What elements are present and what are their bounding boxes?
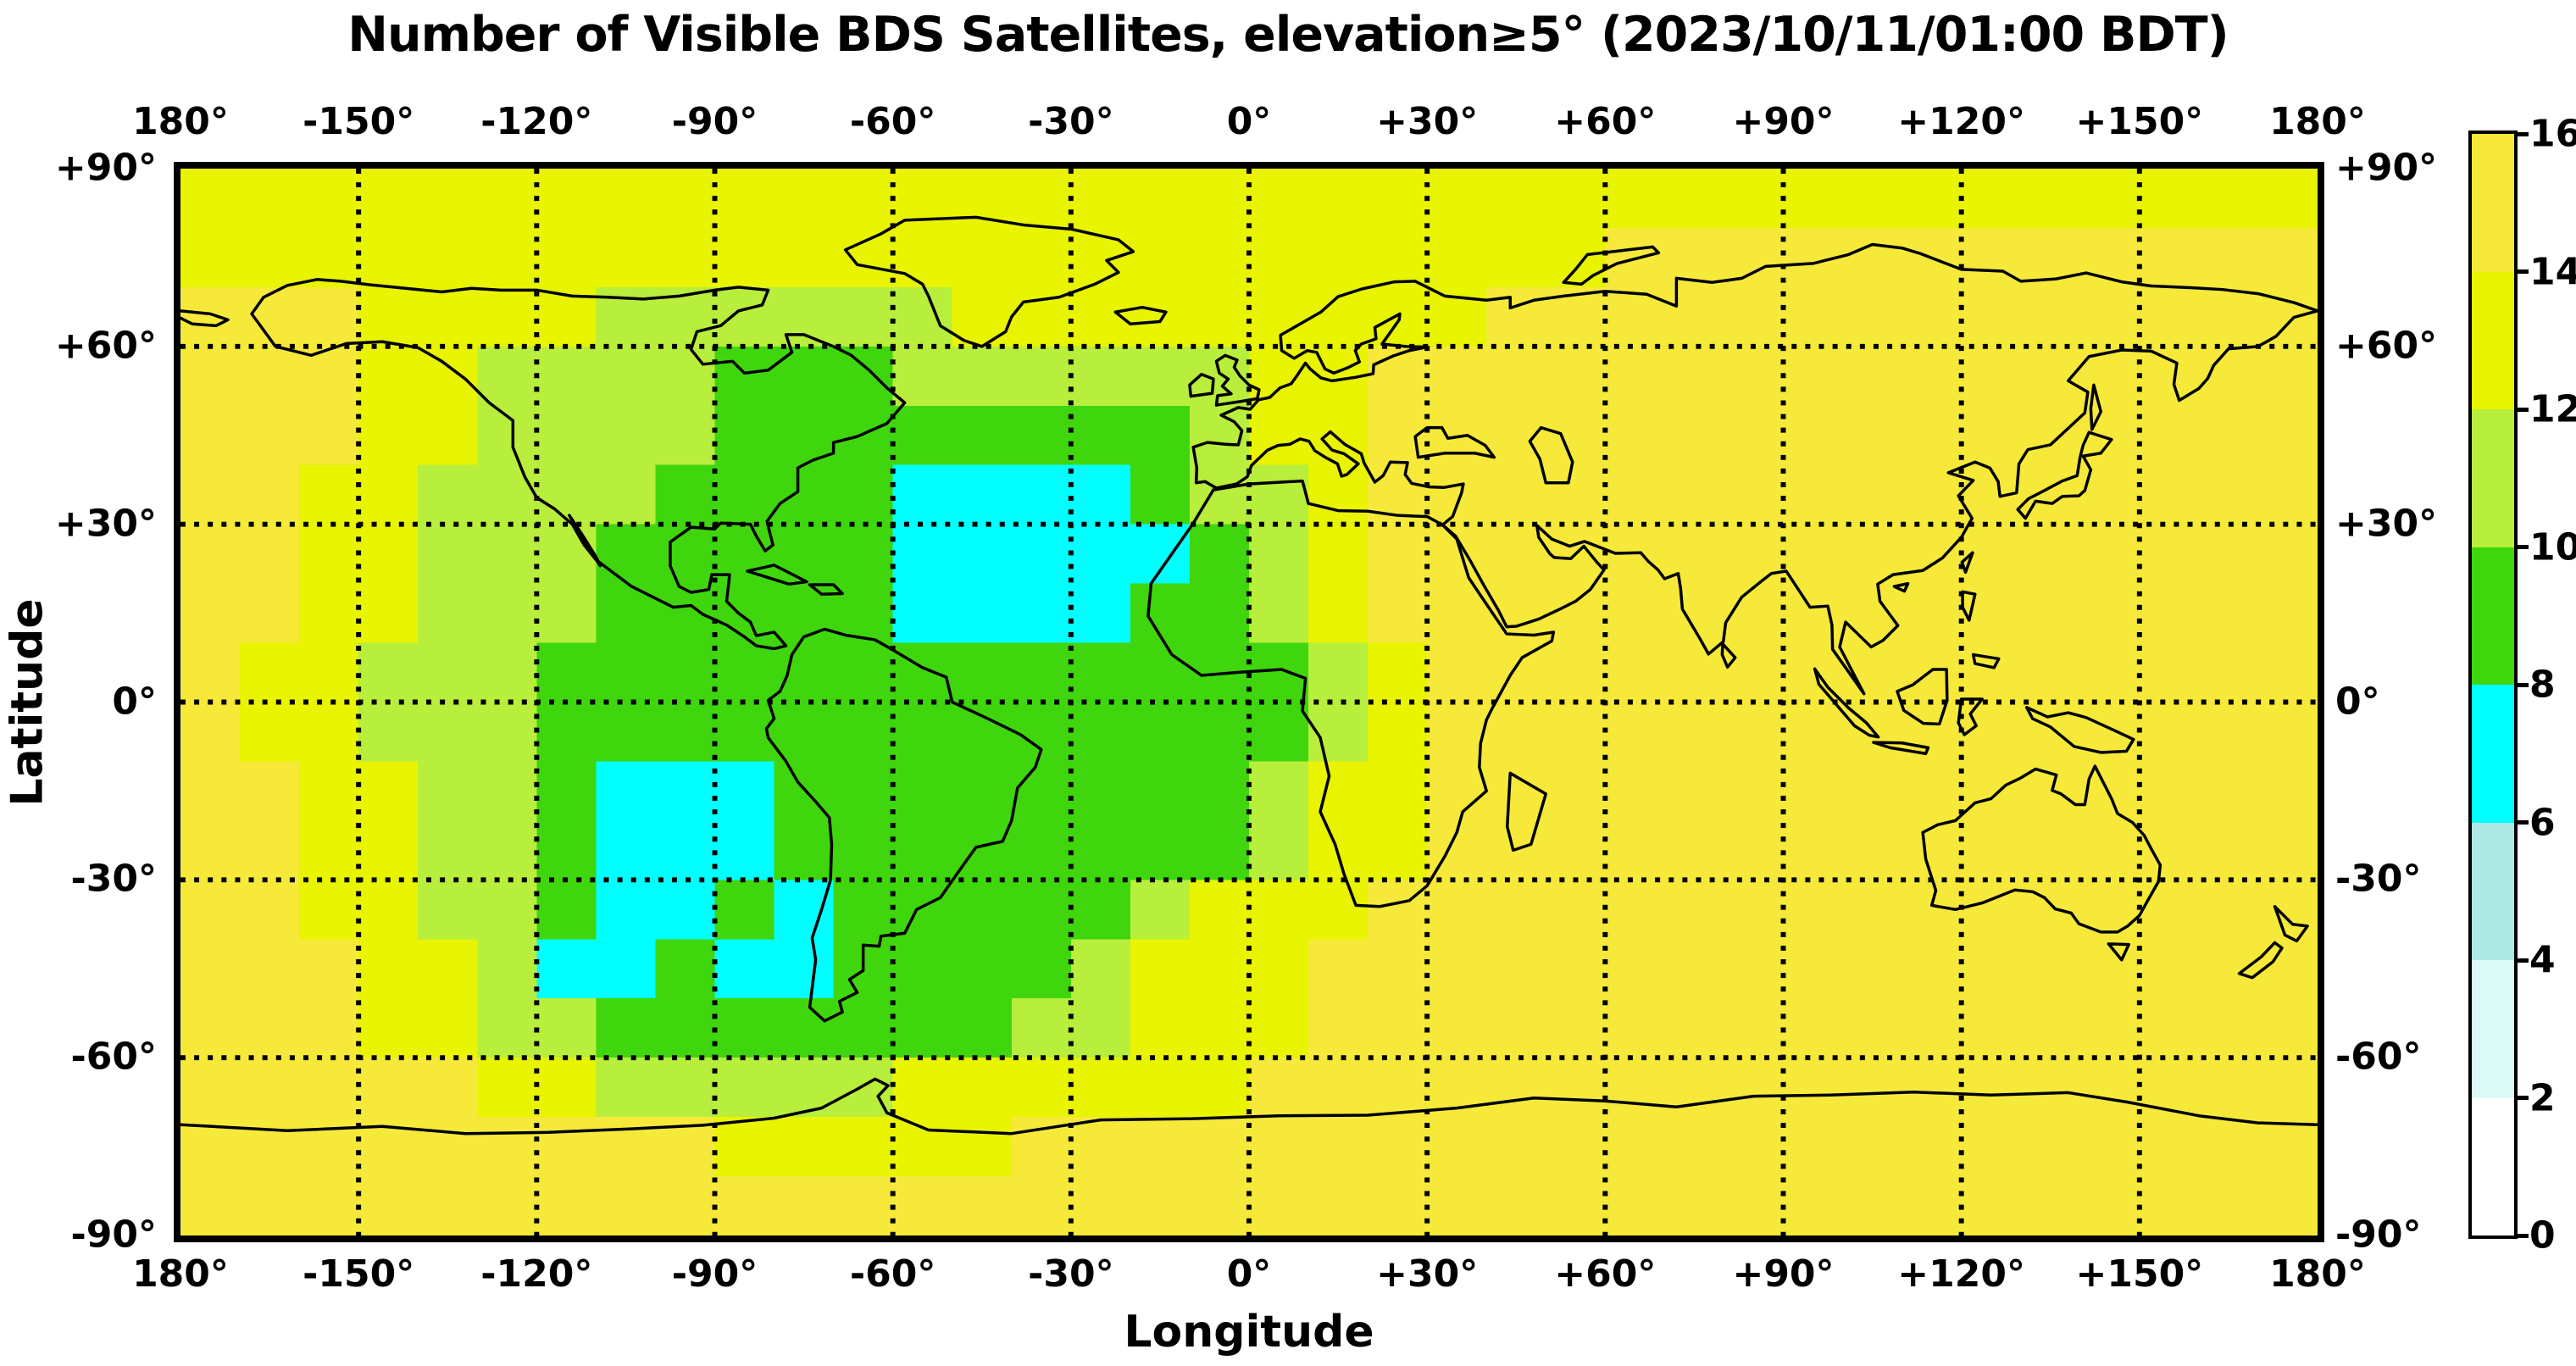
colorbar-tick-label: 14 [2529, 250, 2576, 293]
colorbar-tick-label: 12 [2529, 387, 2576, 431]
x-axis-title: Longitude [1124, 1307, 1374, 1358]
lon-tick-label: +120° [1897, 1252, 2026, 1296]
colorbar-segment-2-4 [2472, 960, 2514, 1098]
lon-tick-label: +60° [1554, 100, 1657, 143]
colorbar-tick-mark [2518, 131, 2529, 136]
lon-tick-label: +30° [1376, 1252, 1479, 1296]
lon-tick-label: 180° [132, 1252, 229, 1296]
lat-tick-label: +90° [54, 146, 157, 190]
lon-tick-label: +150° [2075, 100, 2204, 143]
lat-tick-label: -30° [2335, 857, 2422, 901]
colorbar-tick-label: 0 [2529, 1213, 2556, 1258]
lat-tick-label: +60° [54, 324, 157, 368]
colorbar-segment-12-14 [2472, 271, 2514, 409]
colorbar-tick-mark [2518, 682, 2529, 687]
lon-tick-label: +120° [1897, 100, 2026, 143]
colorbar-tick-label: 16 [2529, 112, 2576, 156]
lat-tick-label: -90° [70, 1213, 158, 1257]
lat-tick-label: +60° [2335, 324, 2438, 368]
colorbar-tick-label: 4 [2529, 938, 2556, 982]
lat-tick-label: 0° [112, 679, 157, 723]
lat-tick-label: +90° [2335, 146, 2438, 190]
coastlines [180, 215, 2318, 1136]
lon-tick-label: 0° [1226, 100, 1272, 143]
colorbar-segment-6-8 [2472, 685, 2514, 823]
colorbar-tick-mark [2518, 545, 2529, 549]
lon-tick-label: -120° [480, 100, 593, 143]
lon-tick-label: -150° [303, 100, 415, 143]
lon-tick-label: +150° [2075, 1252, 2204, 1296]
colorbar-tick-label: 8 [2529, 663, 2556, 707]
colorbar-tick-mark [2518, 407, 2529, 412]
colorbar-tick-label: 2 [2529, 1076, 2556, 1119]
lat-tick-label: -90° [2335, 1213, 2422, 1257]
colorbar [2468, 130, 2518, 1239]
lon-tick-label: -120° [480, 1252, 593, 1296]
colorbar-tick-mark [2518, 1233, 2529, 1238]
lon-tick-label: 180° [132, 100, 229, 143]
colorbar-segment-4-6 [2472, 822, 2514, 960]
page-title: Number of Visible BDS Satellites, elevat… [347, 7, 2229, 63]
world-heatmap-plot [174, 162, 2324, 1242]
lat-tick-label: -60° [2335, 1035, 2422, 1079]
lon-tick-label: -90° [671, 100, 758, 143]
colorbar-tick-mark [2518, 269, 2529, 274]
lon-tick-label: +90° [1732, 100, 1835, 143]
lon-tick-label: -150° [303, 1252, 415, 1296]
colorbar-segment-8-10 [2472, 547, 2514, 685]
colorbar-segment-0-2 [2472, 1097, 2514, 1236]
lat-tick-label: +30° [2335, 502, 2438, 546]
colorbar-tick-mark [2518, 1096, 2529, 1100]
latitude-axis-left: +90° +60° +30° 0° -30° -60° -90° [0, 146, 165, 1256]
lon-tick-label: -90° [671, 1252, 758, 1296]
lon-tick-label: -30° [1028, 1252, 1114, 1296]
colorbar-tick-label: 6 [2529, 801, 2556, 844]
lon-tick-label: -30° [1028, 100, 1114, 143]
lon-tick-label: 180° [2269, 1252, 2366, 1296]
lat-tick-label: +30° [54, 502, 157, 546]
latitude-axis-right: +90° +60° +30° 0° -30° -60° -90° [2330, 146, 2466, 1256]
lon-tick-label: 0° [1226, 1252, 1272, 1296]
lon-tick-label: +30° [1376, 100, 1479, 143]
y-axis-title: Latitude [3, 597, 53, 807]
colorbar-tick-mark [2518, 820, 2529, 825]
colorbar-tick-mark [2518, 958, 2529, 963]
lat-tick-label: -30° [70, 857, 158, 901]
colorbar-segment-10-12 [2472, 409, 2514, 547]
colorbar-segment-14-16 [2472, 134, 2514, 272]
longitude-axis-bottom: 180° -150° -120° -90° -60° -30° 0° +30° +60° +90°… [132, 1252, 2366, 1303]
lat-tick-label: 0° [2335, 679, 2380, 723]
lon-tick-label: -60° [849, 1252, 936, 1296]
longitude-axis-top: 180° -150° -120° -90° -60° -30° 0° +30° +60° +90°… [132, 100, 2366, 151]
colorbar-tick-label: 10 [2529, 525, 2576, 569]
lon-tick-label: +60° [1554, 1252, 1657, 1296]
heatmap-svg [180, 169, 2318, 1236]
colorbar-tick-labels: 16 14 12 10 8 6 4 2 0 [2529, 113, 2576, 1258]
lon-tick-label: +90° [1732, 1252, 1835, 1296]
graticule-gridlines [180, 169, 2318, 1236]
lon-tick-label: -60° [849, 100, 936, 143]
lat-tick-label: -60° [70, 1035, 158, 1079]
lon-tick-label: 180° [2269, 100, 2366, 143]
